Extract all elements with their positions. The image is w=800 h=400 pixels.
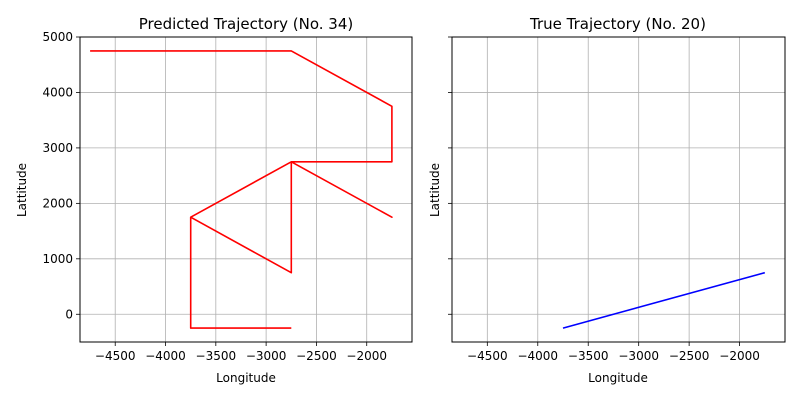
- ticks: [76, 36, 368, 346]
- tick-labels: −4500 −4000 −3500 −3000 −2500 −2000: [467, 349, 760, 363]
- y-tick-label: 1000: [42, 252, 73, 266]
- x-tick-label: −4500: [467, 349, 508, 363]
- tick-labels: −4500 −4000 −3500 −3000 −2500 −2000 0 1000 2000 3…: [42, 30, 387, 363]
- y-tick-label: 2000: [42, 196, 73, 210]
- y-axis-label: Lattitude: [15, 163, 29, 217]
- plot-frame: [451, 36, 786, 343]
- x-tick-label: −4500: [95, 349, 136, 363]
- x-tick-label: −3000: [618, 349, 659, 363]
- x-tick-label: −2500: [669, 349, 710, 363]
- y-tick-label: 5000: [42, 30, 73, 44]
- true-trajectory-panel: True Trajectory (No. 20) Longitude Latti…: [428, 15, 786, 385]
- x-tick-label: −2500: [296, 349, 337, 363]
- trajectory-line: [562, 271, 766, 329]
- x-tick-label: −3500: [196, 349, 237, 363]
- x-tick-label: −3500: [568, 349, 609, 363]
- x-tick-label: −2000: [719, 349, 760, 363]
- predicted-trajectory-panel: Predicted Trajectory (No. 34) Longitude …: [15, 15, 413, 385]
- x-tick-label: −3000: [246, 349, 287, 363]
- grid-lines: [80, 36, 412, 342]
- y-tick-label: 3000: [42, 141, 73, 155]
- chart-title: True Trajectory (No. 20): [529, 15, 706, 33]
- x-axis-label: Longitude: [216, 371, 276, 385]
- chart-title: Predicted Trajectory (No. 34): [139, 15, 353, 33]
- trajectory-line: [90, 50, 393, 329]
- grid-lines: [452, 36, 785, 342]
- y-axis-label: Lattitude: [428, 163, 442, 217]
- ticks: [448, 36, 740, 346]
- y-tick-label: 0: [65, 307, 73, 321]
- plot-frame: [79, 36, 413, 343]
- x-axis-label: Longitude: [588, 371, 648, 385]
- y-tick-label: 4000: [42, 85, 73, 99]
- x-tick-label: −4000: [517, 349, 558, 363]
- x-tick-label: −2000: [346, 349, 387, 363]
- x-tick-label: −4000: [145, 349, 186, 363]
